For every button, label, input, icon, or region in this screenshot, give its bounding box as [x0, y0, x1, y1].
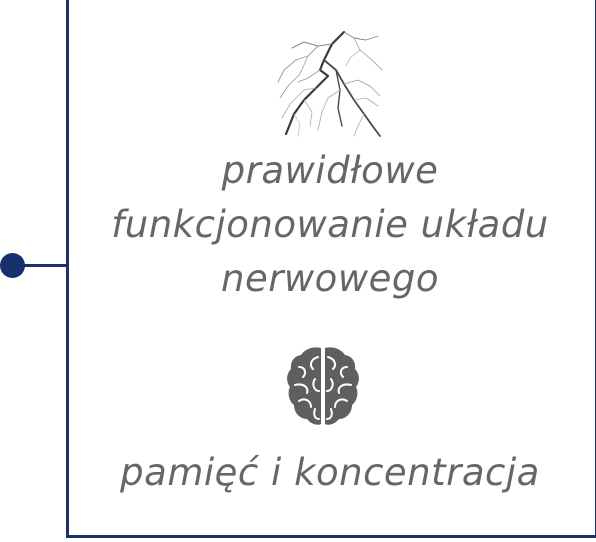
benefit-line: funkcjonowanie układu	[111, 203, 549, 246]
benefits-panel	[66, 0, 596, 538]
nerve-icon	[277, 30, 383, 137]
connector-dot	[0, 253, 25, 278]
benefit-line: pamięć i koncentracja	[120, 451, 540, 494]
benefit-line: prawidłowe	[221, 149, 439, 192]
brain-icon	[287, 347, 359, 425]
benefit-memory-text: pamięć i koncentracja	[70, 446, 590, 500]
connector-line	[14, 264, 68, 267]
benefit-line: nerwowego	[221, 257, 439, 300]
benefit-nerve-text: prawidłowe funkcjonowanie układu nerwowe…	[70, 144, 590, 306]
